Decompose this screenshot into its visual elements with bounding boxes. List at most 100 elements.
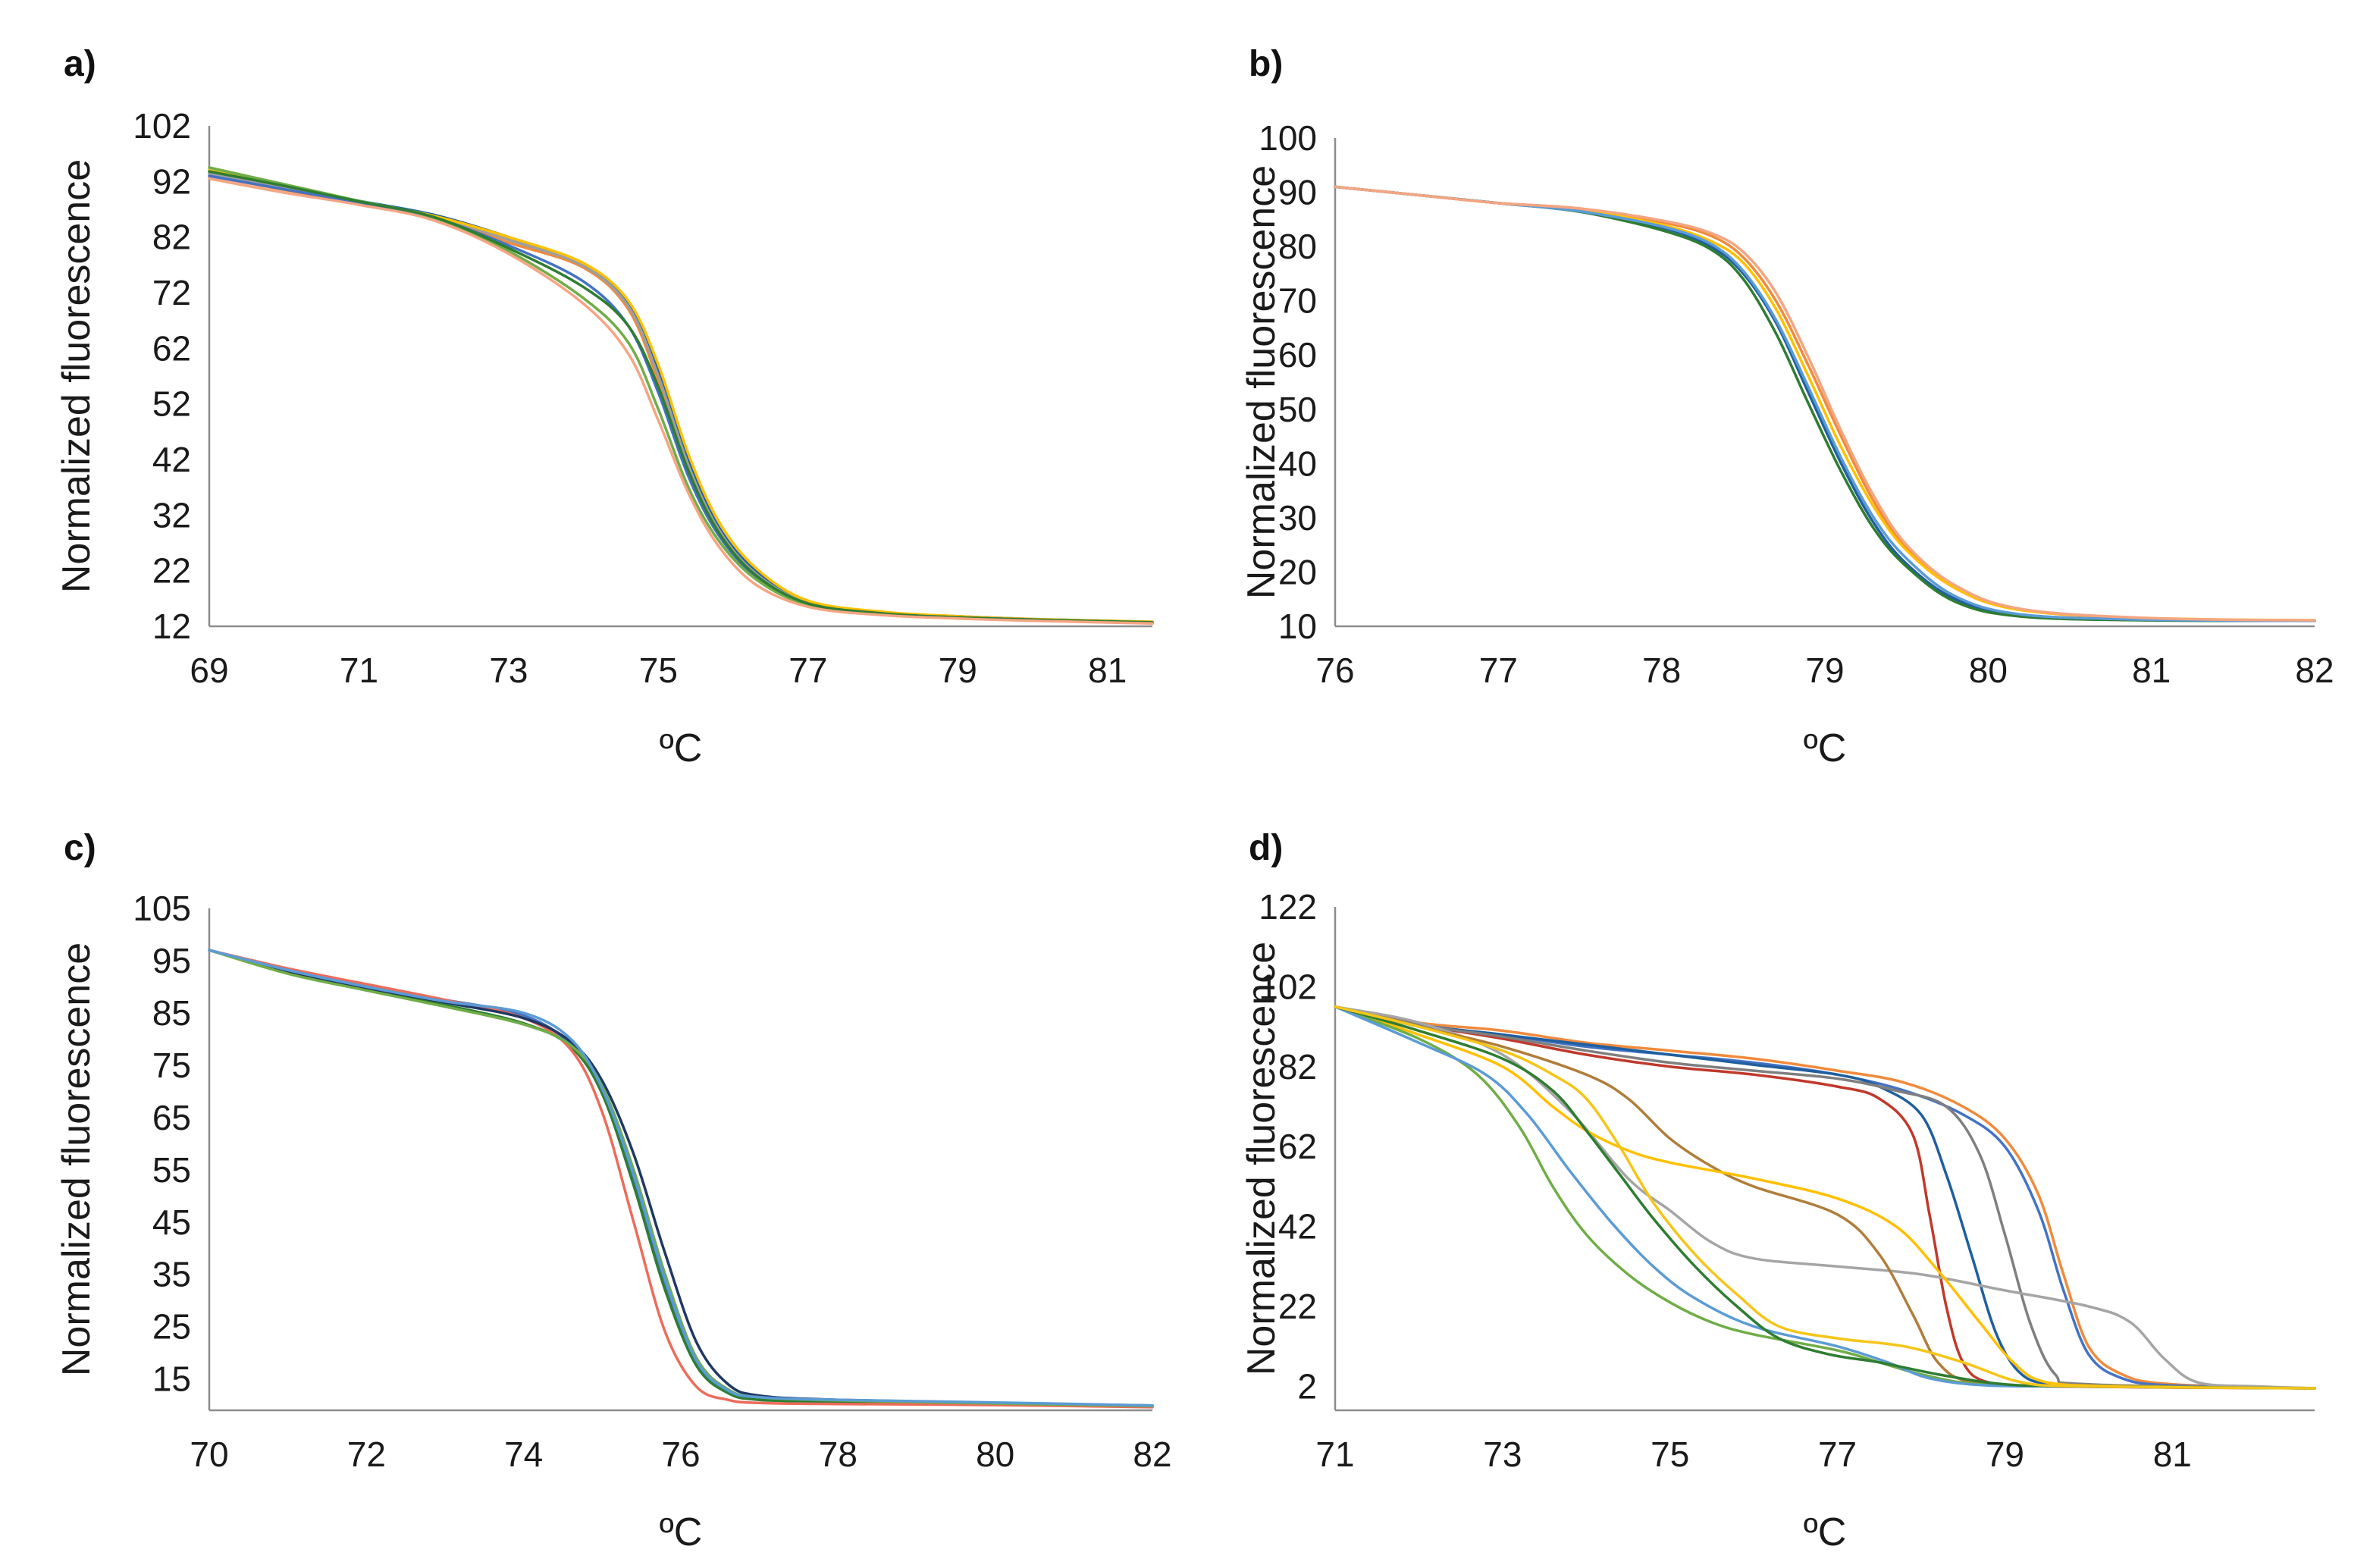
series-line-s9 — [1334, 1005, 2316, 1390]
series-line-s2 — [208, 949, 1154, 1408]
chart-panel-a: a) 12 22 32 42 52 62 72 82 92 102 69 71 73 75 77 79 81 ºC N… — [0, 0, 1185, 784]
chart-svg-c: c) 15 25 35 45 55 65 75 85 95 105 70 72 74 76 78 80 82 ºC N… — [55, 828, 1172, 1554]
chart-panel-d: d) 2 22 42 62 82 102 122 71 73 75 77 79 81 ºC Normalize… — [1185, 784, 2370, 1568]
x-tick-label: 73 — [1483, 1435, 1522, 1474]
x-tick-label: 79 — [1805, 651, 1844, 690]
y-tick-label: 35 — [152, 1255, 191, 1294]
x-tick-label: 75 — [639, 651, 678, 690]
x-axis-label: ºC — [1804, 726, 1847, 770]
x-tick-label: 78 — [1642, 651, 1681, 690]
panel-label: c) — [64, 828, 96, 868]
series-line-s1 — [208, 949, 1154, 1408]
x-tick-label: 80 — [976, 1435, 1014, 1474]
y-tick-label: 92 — [152, 162, 191, 201]
panel-label: a) — [64, 44, 96, 84]
x-tick-label: 81 — [2132, 651, 2171, 690]
y-tick-label: 102 — [1259, 967, 1317, 1006]
y-tick-label: 30 — [1278, 498, 1317, 538]
series-line-s6 — [1334, 185, 2316, 622]
x-tick-label: 80 — [1969, 651, 2008, 690]
x-tick-label: 78 — [819, 1435, 857, 1474]
series-line-s1 — [1334, 1005, 2316, 1390]
y-tick-label: 82 — [152, 218, 191, 257]
y-axis-label: Normalized fluorescence — [1240, 165, 1284, 599]
y-tick-label: 42 — [1278, 1207, 1317, 1247]
y-axis-label: Normalized fluorescence — [1240, 942, 1284, 1375]
y-tick-label: 62 — [152, 328, 191, 368]
chart-panel-c: c) 15 25 35 45 55 65 75 85 95 105 70 72 74 76 78 80 82 ºC N… — [0, 784, 1185, 1568]
y-tick-label: 32 — [152, 495, 191, 535]
chart-svg-a: a) 12 22 32 42 52 62 72 82 92 102 69 71 73 75 77 79 81 ºC N… — [55, 44, 1154, 770]
series-line-s3 — [208, 171, 1154, 624]
y-tick-label: 75 — [152, 1046, 191, 1085]
series-line-s3 — [1334, 1005, 2316, 1390]
x-tick-label: 82 — [2295, 651, 2334, 690]
y-axis-label: Normalized fluorescence — [55, 942, 99, 1376]
series-line-s4 — [208, 949, 1154, 1407]
series-line-s2 — [1334, 1005, 2316, 1390]
x-axis-label: ºC — [660, 1510, 703, 1554]
series-line-s11 — [1334, 1005, 2316, 1390]
x-tick-label: 81 — [1088, 651, 1127, 690]
panel-label: b) — [1249, 44, 1283, 84]
x-tick-label: 71 — [1315, 1435, 1354, 1474]
chart-panel-b: b) 10 20 30 40 50 60 70 80 90 100 76 77 78 79 80 81 82 ºC N… — [1185, 0, 2370, 784]
series-line-s2 — [208, 174, 1154, 625]
x-tick-label: 82 — [1133, 1435, 1171, 1474]
x-tick-label: 71 — [340, 651, 378, 690]
y-tick-label: 62 — [1278, 1127, 1317, 1166]
y-tick-label: 65 — [152, 1098, 191, 1137]
series-line-s12 — [1334, 1005, 2316, 1390]
y-tick-label: 70 — [1278, 281, 1317, 321]
x-tick-label: 73 — [489, 651, 528, 690]
y-tick-label: 95 — [152, 941, 191, 980]
y-tick-label: 105 — [133, 889, 191, 928]
x-tick-label: 72 — [347, 1435, 386, 1474]
y-tick-label: 12 — [152, 607, 191, 646]
panel-label: d) — [1249, 828, 1283, 868]
y-tick-label: 10 — [1278, 607, 1317, 646]
y-tick-label: 80 — [1278, 227, 1317, 266]
y-tick-label: 20 — [1278, 552, 1317, 591]
series-line-s6 — [208, 166, 1154, 625]
x-tick-label: 70 — [190, 1435, 228, 1474]
y-axis-label: Normalized fluorescence — [55, 159, 99, 593]
x-tick-label: 81 — [2153, 1435, 2192, 1474]
series-line-s6 — [208, 949, 1154, 1407]
x-tick-label: 76 — [661, 1435, 700, 1474]
chart-svg-b: b) 10 20 30 40 50 60 70 80 90 100 76 77 78 79 80 81 82 ºC N… — [1240, 44, 2334, 770]
x-tick-label: 69 — [190, 651, 228, 690]
y-tick-label: 72 — [152, 273, 191, 312]
x-tick-label: 79 — [939, 651, 977, 690]
y-tick-label: 22 — [1278, 1287, 1317, 1326]
x-tick-label: 75 — [1651, 1435, 1689, 1474]
series-line-s5 — [1334, 1005, 2316, 1390]
y-tick-label: 15 — [152, 1359, 191, 1399]
y-tick-label: 45 — [152, 1203, 191, 1242]
series-line-s7 — [1334, 1005, 2316, 1390]
series-line-s7 — [208, 170, 1154, 624]
x-tick-label: 77 — [788, 651, 827, 690]
series-line-s4 — [208, 168, 1154, 623]
y-tick-label: 55 — [152, 1150, 191, 1190]
series-line-s2 — [1334, 185, 2316, 622]
y-tick-label: 102 — [133, 106, 191, 146]
y-tick-label: 22 — [152, 551, 191, 591]
y-tick-label: 42 — [152, 440, 191, 479]
x-axis-label: ºC — [1804, 1510, 1847, 1554]
series-line-s10 — [1334, 1005, 2316, 1390]
y-tick-label: 2 — [1297, 1366, 1317, 1406]
x-tick-label: 77 — [1818, 1435, 1857, 1474]
y-tick-label: 122 — [1259, 887, 1317, 927]
x-tick-label: 79 — [1986, 1435, 2024, 1474]
y-tick-label: 40 — [1278, 444, 1317, 483]
series-line-s8 — [1334, 1005, 2316, 1390]
series-line-s8 — [208, 177, 1154, 626]
x-tick-label: 74 — [504, 1435, 543, 1474]
y-tick-label: 25 — [152, 1307, 191, 1347]
x-axis-label: ºC — [660, 726, 703, 770]
y-tick-label: 52 — [152, 384, 191, 424]
series-line-s1 — [208, 171, 1154, 623]
series-line-s3 — [208, 949, 1154, 1409]
